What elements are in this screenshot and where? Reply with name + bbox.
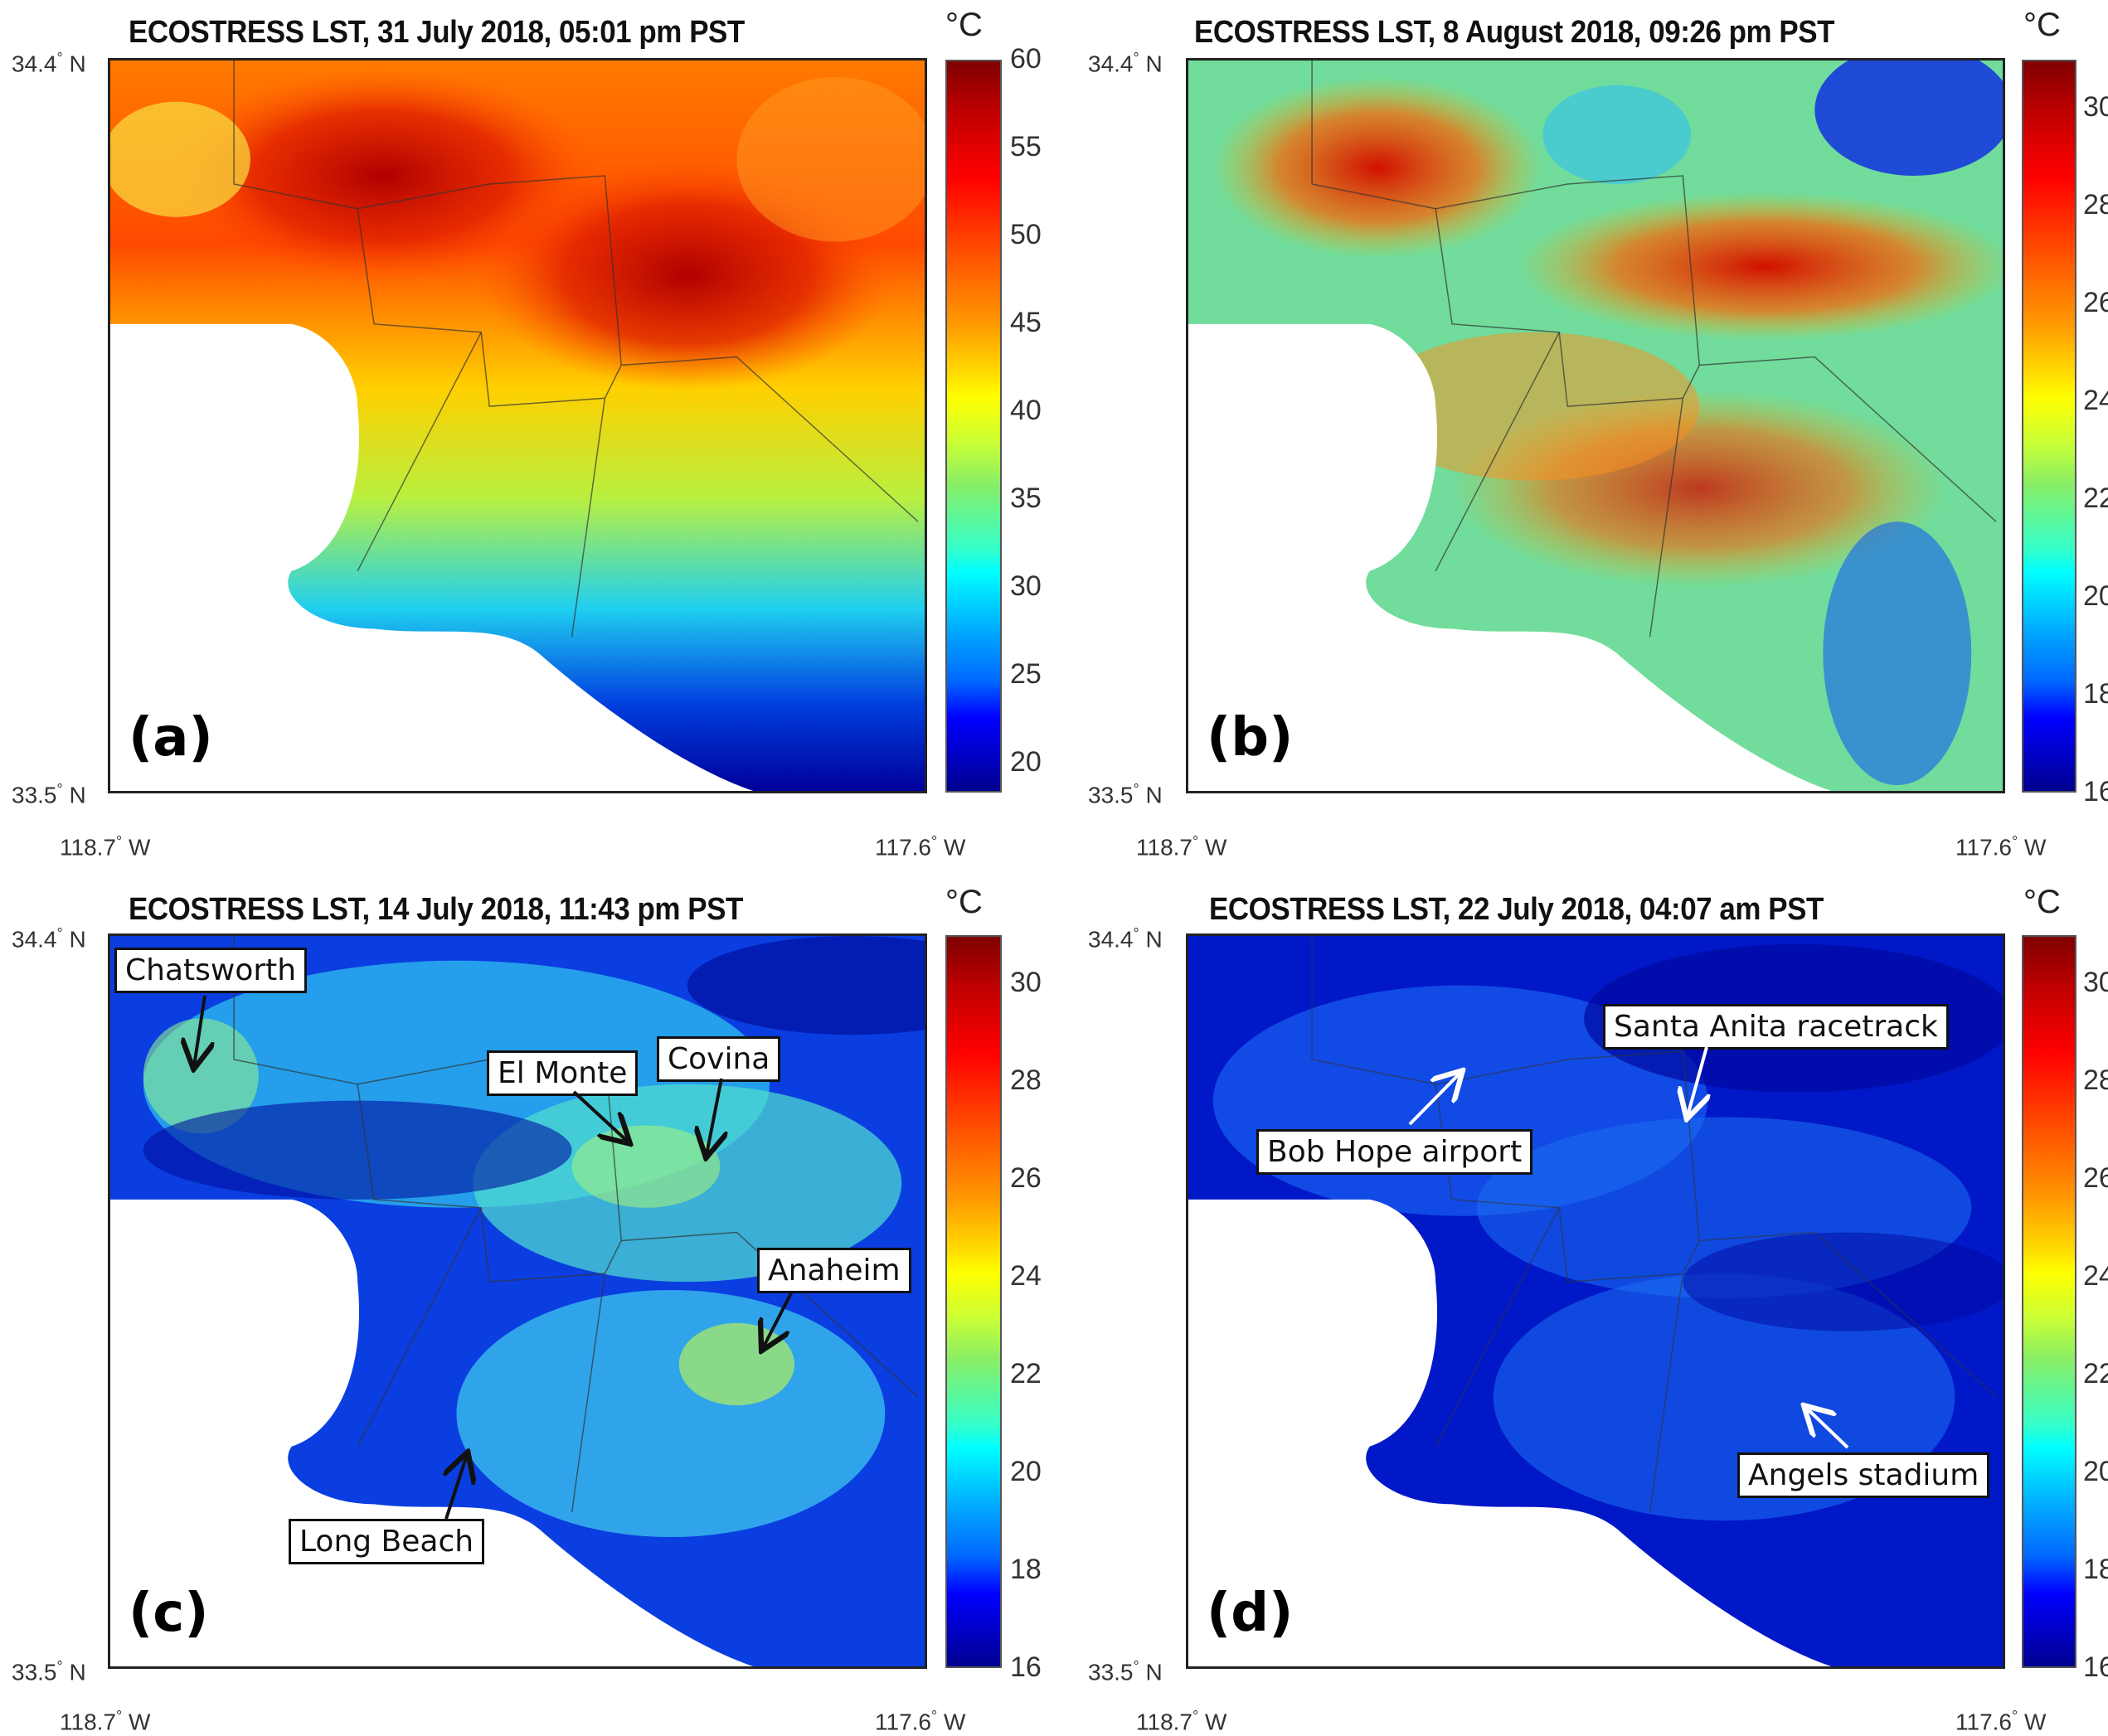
panel-c-lon-right: 117.6° W <box>875 1708 966 1735</box>
panel-c-lat-top: 34.4° N <box>12 925 86 953</box>
panel-a-heatmap <box>110 61 925 791</box>
annotation-long-beach: Long Beach <box>289 1519 485 1564</box>
panel-b-lat-bottom: 33.5° N <box>1088 781 1163 808</box>
annotation-anaheim: Anaheim <box>757 1248 911 1293</box>
panel-c-heatmap <box>110 936 925 1666</box>
panel-b-map: (b) <box>1186 58 2005 793</box>
panel-a-lon-right: 117.6° W <box>875 833 966 861</box>
annotation-bob-hope-airport: Bob Hope airport <box>1256 1129 1533 1175</box>
panel-b-colorbar-unit: °C <box>2023 7 2061 43</box>
panel-d-lat-bottom: 33.5° N <box>1088 1658 1163 1685</box>
panel-b-title: ECOSTRESS LST, 8 August 2018, 09:26 pm P… <box>1194 15 1835 50</box>
panel-d-colorbar <box>2022 935 2076 1668</box>
panel-d-label: (d) <box>1207 1583 1294 1644</box>
panel-a-map: (a) <box>108 58 927 793</box>
panel-d-map: (d) <box>1186 933 2005 1669</box>
panel-d-title: ECOSTRESS LST, 22 July 2018, 04:07 am PS… <box>1209 892 1824 927</box>
panel-c-colorbar-unit: °C <box>945 884 983 920</box>
panel-a-colorbar <box>945 60 1002 793</box>
panel-b-lon-right: 117.6° W <box>1955 833 2047 861</box>
annotation-angels-stadium: Angels stadium <box>1737 1452 1990 1498</box>
panel-c-lat-bottom: 33.5° N <box>12 1658 86 1685</box>
panel-b-colorbar <box>2022 60 2076 793</box>
annotation-chatsworth: Chatsworth <box>114 948 308 993</box>
panel-b-label: (b) <box>1207 707 1294 769</box>
annotation-el-monte: El Monte <box>487 1050 639 1096</box>
panel-a-lon-left: 118.7° W <box>60 833 151 861</box>
panel-b-heatmap <box>1188 61 2003 791</box>
panel-d-lat-top: 34.4° N <box>1088 925 1163 953</box>
panel-a-label: (a) <box>129 707 213 769</box>
panel-c-colorbar <box>945 935 1002 1668</box>
panel-b-lon-left: 118.7° W <box>1136 833 1227 861</box>
panel-a-colorbar-unit: °C <box>945 7 983 43</box>
panel-c-title: ECOSTRESS LST, 14 July 2018, 11:43 pm PS… <box>129 892 743 927</box>
panel-a-title: ECOSTRESS LST, 31 July 2018, 05:01 pm PS… <box>129 15 745 50</box>
panel-b-lat-top: 34.4° N <box>1088 50 1163 77</box>
annotation-santa-anita-racetrack: Santa Anita racetrack <box>1603 1004 1949 1050</box>
panel-c-lon-left: 118.7° W <box>60 1708 151 1735</box>
panel-d-colorbar-unit: °C <box>2023 884 2061 920</box>
panel-c-label: (c) <box>129 1583 209 1644</box>
panel-d-lon-left: 118.7° W <box>1136 1708 1227 1735</box>
panel-c-map: (c) <box>108 933 927 1669</box>
annotation-covina: Covina <box>657 1036 781 1082</box>
panel-a-lat-top: 34.4° N <box>12 50 86 77</box>
panel-d-lon-right: 117.6° W <box>1955 1708 2047 1735</box>
panel-d-heatmap <box>1188 936 2003 1666</box>
panel-a-lat-bottom: 33.5° N <box>12 781 86 808</box>
